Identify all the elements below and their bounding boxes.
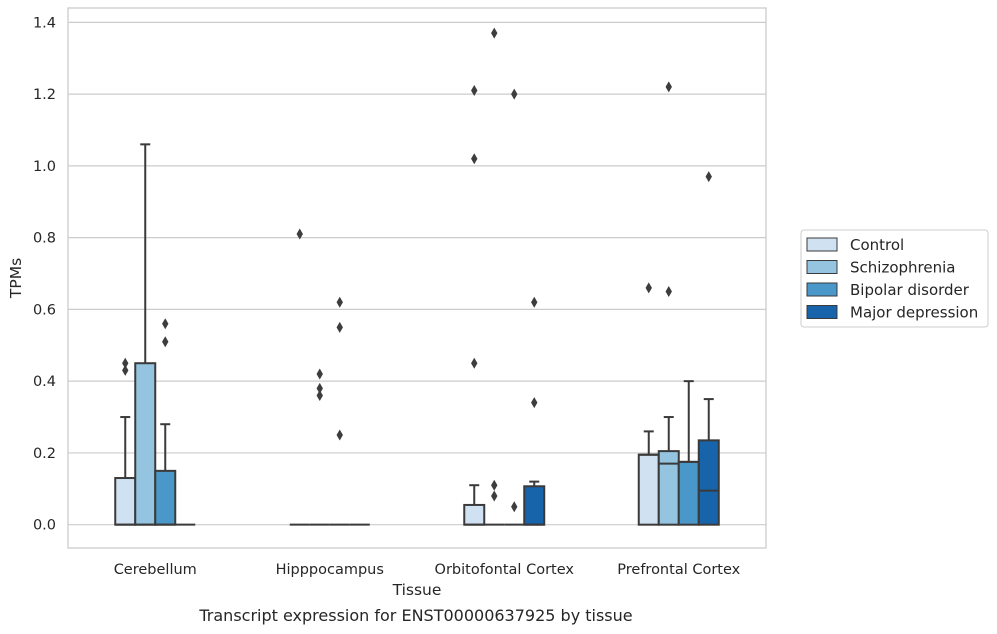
y-tick-label: 0.4 bbox=[33, 374, 56, 390]
box-schizophrenia bbox=[309, 368, 330, 526]
outlier-point bbox=[471, 357, 478, 369]
outlier-point bbox=[316, 368, 323, 380]
outlier-point bbox=[491, 490, 498, 502]
outlier-point bbox=[336, 321, 343, 333]
box-major-depression bbox=[523, 296, 546, 526]
outlier-point bbox=[665, 81, 672, 93]
gridlines bbox=[68, 21, 766, 526]
box-body bbox=[154, 469, 177, 526]
box-control bbox=[114, 357, 137, 526]
box-control bbox=[463, 85, 486, 526]
x-tick-label: Orbitofontal Cortex bbox=[435, 562, 575, 578]
outlier-point bbox=[645, 282, 652, 294]
box-body bbox=[697, 439, 720, 526]
box-body bbox=[523, 485, 546, 526]
x-axis-label: Tissue bbox=[392, 581, 442, 599]
outlier-point bbox=[665, 285, 672, 297]
legend-frame bbox=[800, 229, 989, 328]
y-tick-label: 0.8 bbox=[33, 231, 56, 247]
box-control bbox=[289, 228, 310, 526]
legend-label: Major depression bbox=[850, 304, 978, 322]
y-tick-label: 0.2 bbox=[33, 446, 56, 462]
outlier-point bbox=[511, 88, 518, 100]
box-bipolar-disorder bbox=[677, 380, 700, 526]
legend-swatch bbox=[806, 260, 838, 274]
box-body bbox=[677, 460, 700, 526]
outlier-point bbox=[531, 397, 538, 409]
legend-swatch bbox=[806, 237, 838, 252]
legend: Control Schizophrenia Bipolar disorder Majo… bbox=[800, 229, 989, 328]
legend-swatch bbox=[806, 282, 838, 297]
outlier-point bbox=[162, 318, 169, 330]
box-major-depression bbox=[697, 171, 720, 526]
y-tick-label: 1.2 bbox=[33, 87, 56, 103]
x-tick-labels: Cerebellum Hipppocampus Orbitofontal Corte… bbox=[114, 562, 741, 578]
outlier-point bbox=[122, 364, 129, 376]
outlier-point bbox=[316, 390, 323, 402]
box-body bbox=[637, 453, 660, 526]
y-tick-labels: 0.0 0.2 0.4 0.6 0.8 1.0 1.2 1.4 bbox=[33, 15, 56, 533]
box-series bbox=[114, 27, 720, 526]
outlier-point bbox=[316, 382, 323, 394]
y-tick-label: 0.0 bbox=[33, 518, 56, 534]
y-tick-label: 1.4 bbox=[33, 15, 56, 31]
outlier-point bbox=[491, 27, 498, 39]
y-axis-label: TPMs bbox=[7, 258, 25, 299]
box-bipolar-disorder bbox=[154, 318, 177, 526]
box-schizophrenia bbox=[484, 27, 505, 526]
box-body bbox=[114, 477, 137, 526]
box-control bbox=[637, 282, 660, 526]
x-tick-label: Cerebellum bbox=[114, 562, 197, 578]
outlier-point bbox=[471, 85, 478, 97]
box-bipolar-disorder bbox=[329, 296, 350, 526]
box-schizophrenia bbox=[657, 81, 680, 526]
box-body bbox=[134, 362, 157, 526]
outlier-point bbox=[122, 357, 129, 369]
outlier-point bbox=[336, 429, 343, 441]
box-body bbox=[657, 450, 680, 526]
y-tick-label: 0.6 bbox=[33, 302, 56, 318]
box-bipolar-disorder bbox=[504, 88, 525, 526]
x-tick-label: Prefrontal Cortex bbox=[617, 562, 740, 578]
x-tick-label: Hipppocampus bbox=[276, 562, 384, 578]
legend-label: Bipolar disorder bbox=[850, 281, 970, 299]
plot-frame bbox=[67, 7, 767, 549]
outlier-point bbox=[705, 171, 712, 183]
outlier-point bbox=[491, 479, 498, 491]
legend-swatch bbox=[806, 305, 838, 319]
outlier-point bbox=[471, 153, 478, 165]
y-tick-label: 1.0 bbox=[33, 159, 56, 175]
outlier-point bbox=[531, 296, 538, 308]
outlier-point bbox=[162, 336, 169, 348]
box-body bbox=[463, 503, 486, 526]
legend-label: Schizophrenia bbox=[850, 259, 955, 277]
chart-caption: Transcript expression for ENST0000063792… bbox=[199, 606, 633, 625]
box-schizophrenia bbox=[134, 143, 157, 526]
outlier-point bbox=[296, 228, 303, 240]
outlier-point bbox=[336, 296, 343, 308]
legend-label: Control bbox=[850, 236, 904, 254]
outlier-point bbox=[511, 501, 518, 513]
